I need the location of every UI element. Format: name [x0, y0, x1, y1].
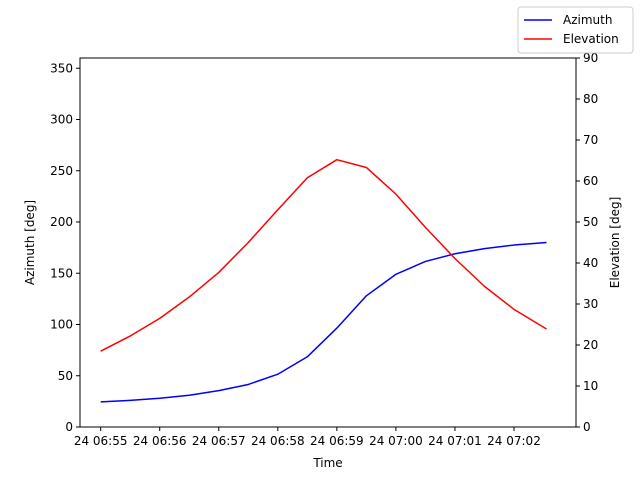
x-tick-label: 24 06:56: [133, 434, 187, 448]
elevation-series-line: [100, 158, 547, 352]
plot-area-background: [80, 58, 576, 427]
left-y-tick-label: 50: [58, 369, 73, 383]
right-y-tick-label: 10: [583, 379, 598, 393]
x-tick-label: 24 07:02: [487, 434, 541, 448]
left-y-axis-ticks: 0 50 100 150 200 250 300 350: [50, 61, 80, 434]
x-tick-label: 24 06:59: [310, 434, 364, 448]
series-lines: [100, 158, 547, 403]
right-y-tick-label: 0: [583, 420, 591, 434]
x-tick-label: 24 07:00: [369, 434, 423, 448]
right-y-tick-label: 60: [583, 174, 598, 188]
x-axis-label: Time: [312, 456, 342, 470]
right-y-tick-label: 50: [583, 215, 598, 229]
right-y-tick-label: 20: [583, 338, 598, 352]
left-y-tick-label: 300: [50, 113, 73, 127]
left-y-tick-label: 200: [50, 215, 73, 229]
legend-azimuth-label: Azimuth: [563, 13, 612, 27]
legend-box: [517, 6, 634, 54]
right-y-axis-label: Elevation [deg]: [608, 197, 622, 289]
plot-area-frame: [79, 57, 577, 428]
left-y-axis-label: Azimuth [deg]: [23, 200, 37, 285]
x-tick-label: 24 06:57: [192, 434, 246, 448]
right-y-tick-label: 90: [583, 51, 598, 65]
left-y-tick-label: 100: [50, 318, 73, 332]
right-y-tick-label: 30: [583, 297, 598, 311]
right-y-tick-label: 40: [583, 256, 598, 270]
legend-elevation-label: Elevation: [563, 32, 619, 46]
x-tick-label: 24 06:58: [251, 434, 305, 448]
legend: Azimuth Elevation: [517, 6, 634, 54]
x-tick-label: 24 07:01: [428, 434, 482, 448]
left-y-tick-label: 350: [50, 61, 73, 75]
left-y-tick-label: 150: [50, 266, 73, 280]
right-y-tick-label: 70: [583, 133, 598, 147]
x-tick-label: 24 06:55: [74, 434, 128, 448]
left-y-tick-label: 250: [50, 164, 73, 178]
left-y-tick-label: 0: [65, 420, 73, 434]
azimuth-series-line: [100, 241, 547, 403]
right-y-tick-label: 80: [583, 92, 598, 106]
right-y-axis-ticks: 0 10 20 30 40 50 60 70 80 90: [576, 51, 598, 434]
x-axis-ticks: 24 06:55 24 06:56 24 06:57 24 06:58 24 06:59…: [74, 427, 541, 448]
